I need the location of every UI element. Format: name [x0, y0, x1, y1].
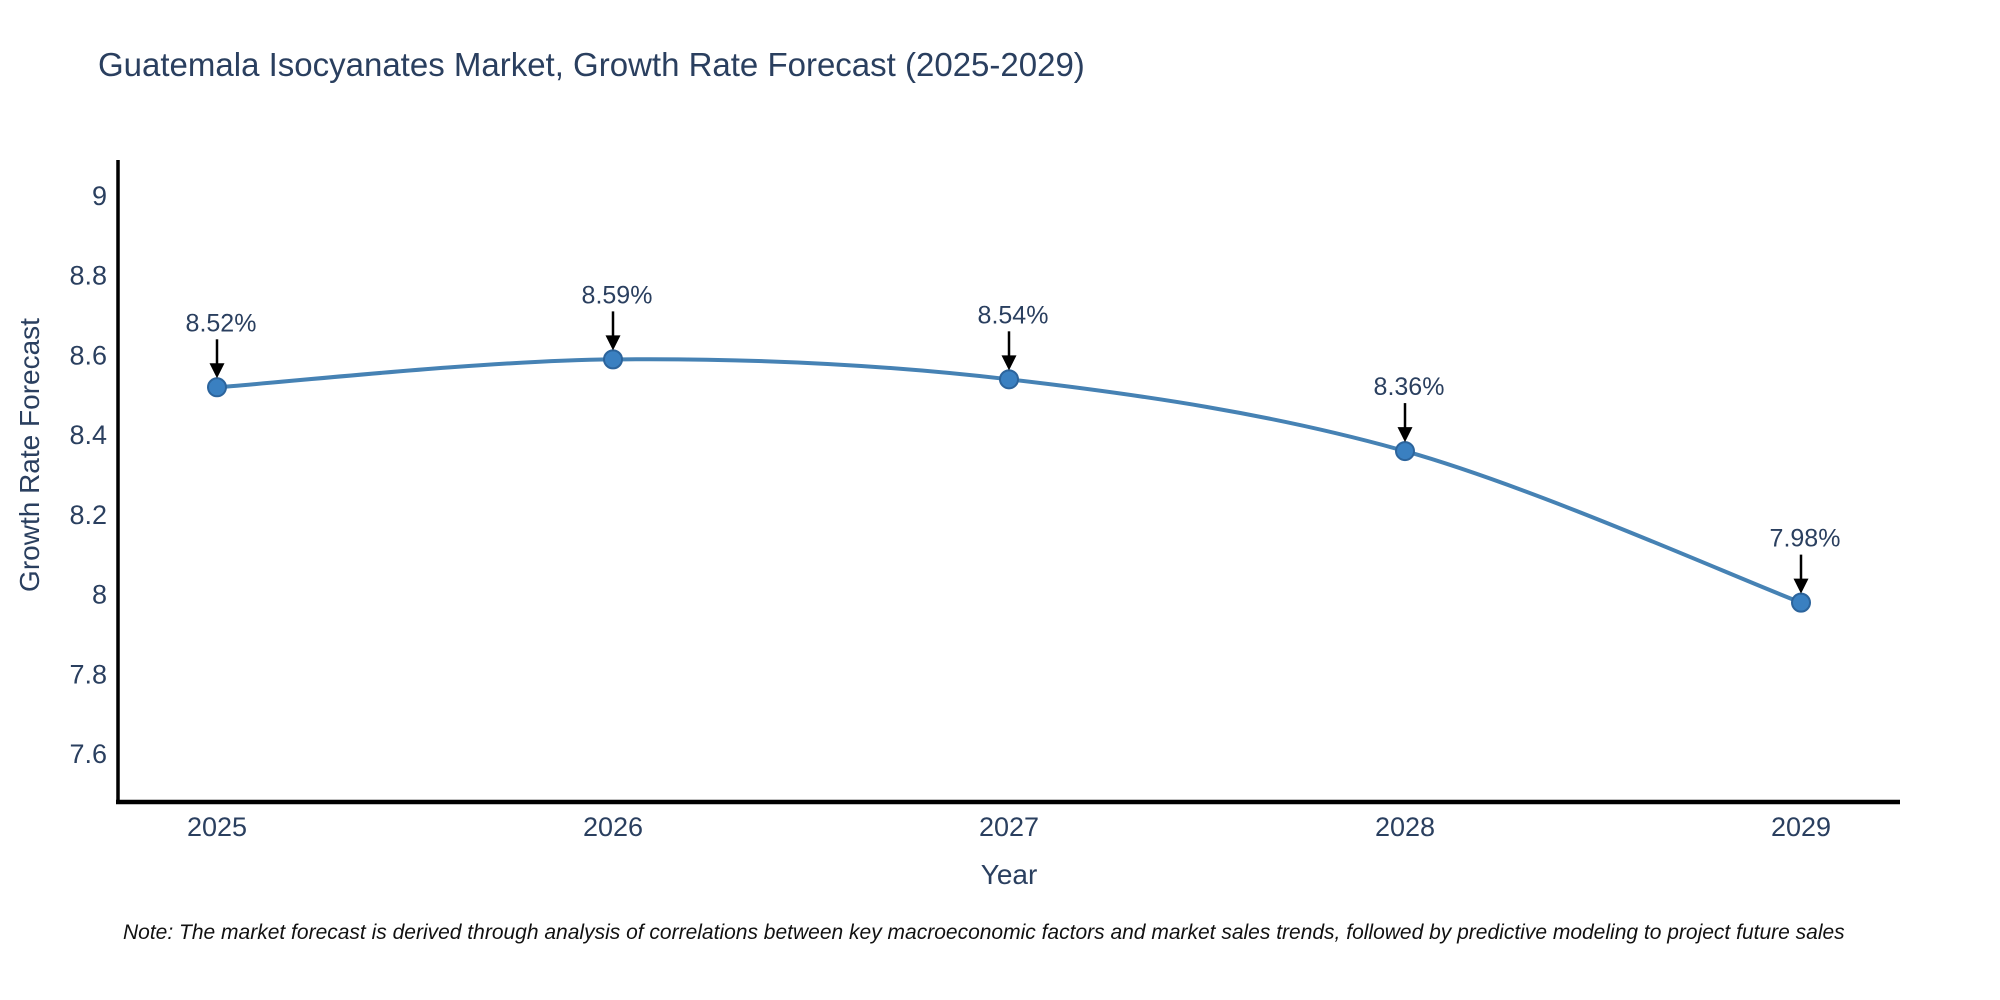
annotation-arrow-head	[209, 363, 225, 379]
y-tick-label: 9	[92, 181, 107, 211]
y-tick-label: 7.8	[69, 659, 107, 689]
chart-title: Guatemala Isocyanates Market, Growth Rat…	[98, 46, 1085, 83]
data-point-2027	[999, 369, 1019, 390]
annotation-label: 8.52%	[186, 309, 257, 337]
annotation-arrow-head	[1397, 427, 1413, 443]
annotation-label: 8.36%	[1374, 373, 1445, 401]
x-tick-label: 2026	[583, 812, 643, 842]
annotation-label: 7.98%	[1770, 525, 1841, 553]
annotation-arrow-head	[1793, 578, 1809, 594]
y-tick-label: 8.4	[69, 420, 107, 450]
y-tick-label: 7.6	[69, 739, 107, 769]
annotation-label: 8.54%	[978, 301, 1049, 329]
series-line	[215, 357, 1803, 605]
annotation-arrow-head	[605, 335, 621, 351]
y-tick-label: 8	[92, 580, 107, 610]
x-tick-label: 2028	[1375, 812, 1435, 842]
annotation-label: 8.59%	[582, 281, 653, 309]
y-tick-label: 8.2	[69, 500, 107, 530]
y-tick-label: 8.8	[69, 261, 107, 291]
footnote: Note: The market forecast is derived thr…	[123, 921, 1845, 944]
x-tick-label: 2025	[187, 812, 247, 842]
y-tick-label: 8.6	[69, 340, 107, 370]
annotation-arrow-head	[1001, 355, 1017, 371]
data-point-2028	[1395, 441, 1415, 462]
data-point-2029	[1791, 592, 1811, 613]
x-axis-title: Year	[980, 859, 1038, 890]
data-point-2026	[603, 349, 623, 370]
data-point-2025	[207, 377, 227, 398]
x-tick-label: 2029	[1771, 812, 1831, 842]
x-tick-label: 2027	[979, 812, 1039, 842]
